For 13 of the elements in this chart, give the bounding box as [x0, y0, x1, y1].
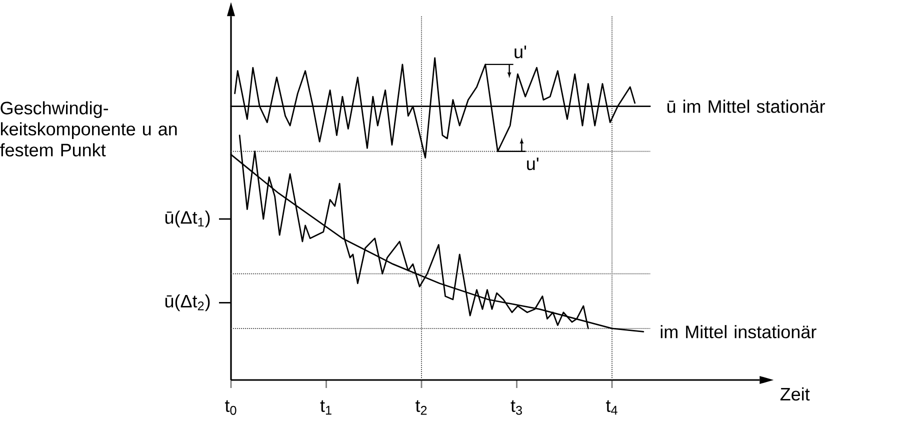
x-axis-title: Zeit: [780, 387, 810, 401]
x-tick-label: t$_{3}$: [510, 400, 522, 415]
x-tick-label: t$_{4}$: [606, 400, 618, 415]
x-tick-label: t$_{2}$: [416, 400, 427, 415]
x-tick-label: t$_{1}$: [320, 400, 332, 415]
text: ū(Δt$_{2}$): [165, 294, 210, 312]
text: ū(Δt$_{1}$): [165, 210, 210, 228]
y-axis-title: Geschwindig-keitskomponente u an festem Punkt: [0, 101, 177, 156]
x-tick-label: t$_{0}$: [225, 400, 236, 415]
series-label: ū im Mittel stationär: [667, 100, 826, 113]
annotation: u': [514, 46, 526, 58]
series-label: im Mittel instationär: [660, 325, 816, 338]
annotation: u': [527, 158, 538, 170]
